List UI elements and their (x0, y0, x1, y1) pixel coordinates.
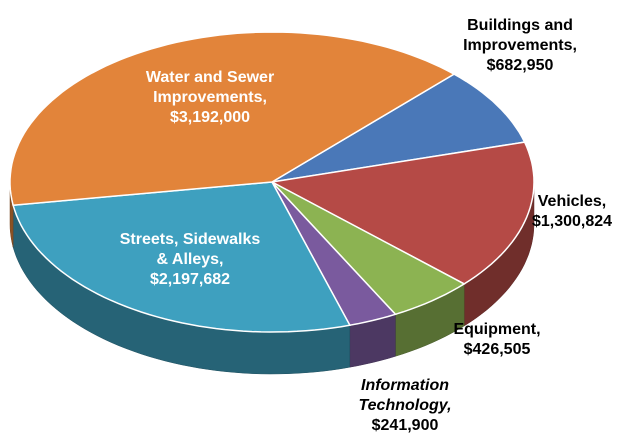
slice-label: Information Technology, $241,900 (340, 376, 470, 436)
category-label: Buildings and Improvements, (463, 17, 577, 54)
value-label: $241,900 (371, 417, 439, 434)
slice (271, 181, 397, 327)
slice (9, 31, 456, 207)
value-label: $3,192,000 (169, 109, 251, 126)
category-label: Vehicles, (537, 193, 607, 210)
slice-label: Buildings and Improvements, $682,950 (435, 16, 605, 76)
value-label: $682,950 (486, 57, 554, 74)
slice (271, 73, 526, 183)
slice-label: Streets, Sidewalks & Alleys, $2,197,682 (115, 230, 265, 290)
value-label: $1,300,824 (531, 213, 613, 230)
slice (12, 181, 351, 333)
slice-label: Vehicles, $1,300,824 (517, 192, 624, 232)
slice (271, 181, 466, 316)
category-label: Information Technology, (358, 377, 452, 414)
category-label: Equipment, (453, 321, 541, 338)
category-label: Water and Sewer Improvements, (145, 69, 275, 106)
slice-label: Equipment, $426,505 (437, 320, 557, 360)
category-label: Streets, Sidewalks & Alleys, (119, 231, 261, 268)
value-label: $2,197,682 (149, 271, 231, 288)
value-label: $426,505 (463, 341, 531, 358)
slice (269, 141, 535, 285)
slice-label: Water and Sewer Improvements, $3,192,000 (120, 68, 300, 128)
